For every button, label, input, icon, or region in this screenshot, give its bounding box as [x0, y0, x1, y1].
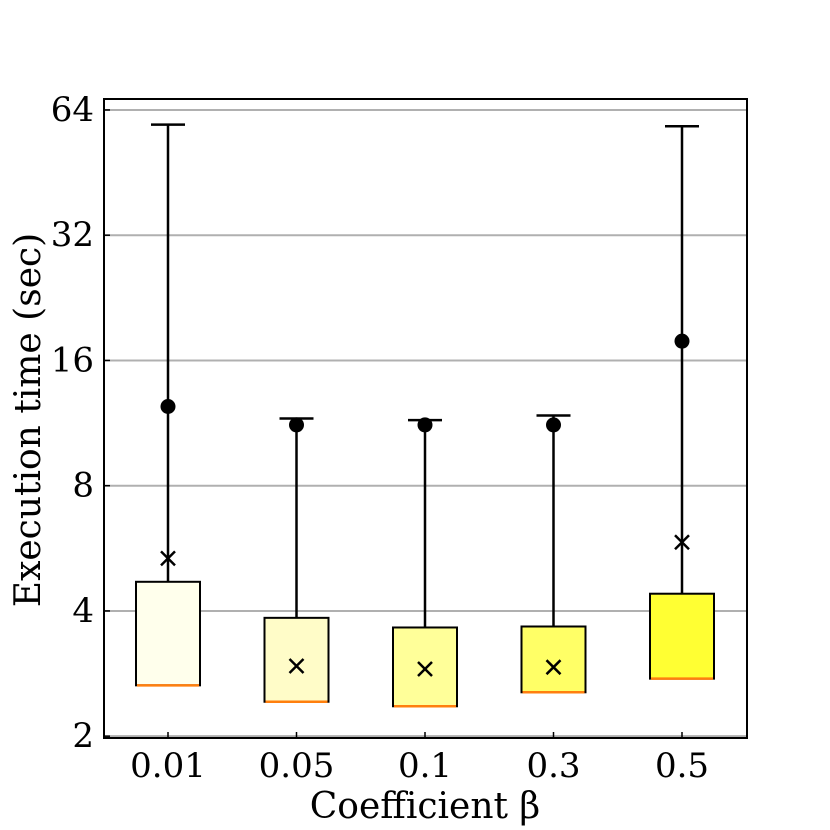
mean-marker — [160, 550, 176, 567]
mean-marker — [417, 661, 433, 677]
dot-marker — [289, 417, 304, 433]
x-axis-label: Coefficient β — [310, 786, 541, 827]
box-group — [135, 123, 201, 687]
x-tick-label: 0.1 — [398, 746, 452, 786]
box-rect — [520, 625, 587, 694]
mean-marker — [674, 534, 690, 551]
box-group — [649, 124, 715, 680]
y-tick-label: 64 — [51, 90, 94, 130]
y-tick-label: 2 — [72, 716, 94, 756]
axis-layer: 2 4 8 16 32 64 0.01 0.05 0.1 0.3 0.5 — [51, 90, 709, 786]
y-tick-label: 16 — [51, 340, 94, 380]
dot-marker — [546, 417, 561, 433]
box-rect — [392, 626, 458, 708]
dot-marker — [417, 417, 433, 433]
mean-marker — [545, 659, 562, 676]
y-tick-label: 32 — [51, 215, 94, 255]
dot-marker — [160, 399, 176, 415]
x-tick-label: 0.05 — [259, 746, 335, 786]
y-tick-label: 8 — [72, 466, 94, 506]
y-axis-label: Execution time (sec) — [8, 233, 49, 607]
dot-marker — [674, 333, 690, 349]
x-tick-label: 0.5 — [655, 746, 709, 786]
box-group — [392, 417, 458, 708]
box-rect — [135, 580, 201, 687]
box-group — [520, 414, 587, 694]
mean-marker — [288, 658, 305, 674]
box-rect — [263, 616, 330, 703]
y-tick-label: 4 — [72, 591, 94, 631]
box-layer — [135, 123, 715, 708]
box-rect — [649, 592, 715, 680]
x-tick-label: 0.01 — [130, 746, 206, 786]
box-group — [263, 417, 330, 703]
x-tick-label: 0.3 — [526, 746, 580, 786]
